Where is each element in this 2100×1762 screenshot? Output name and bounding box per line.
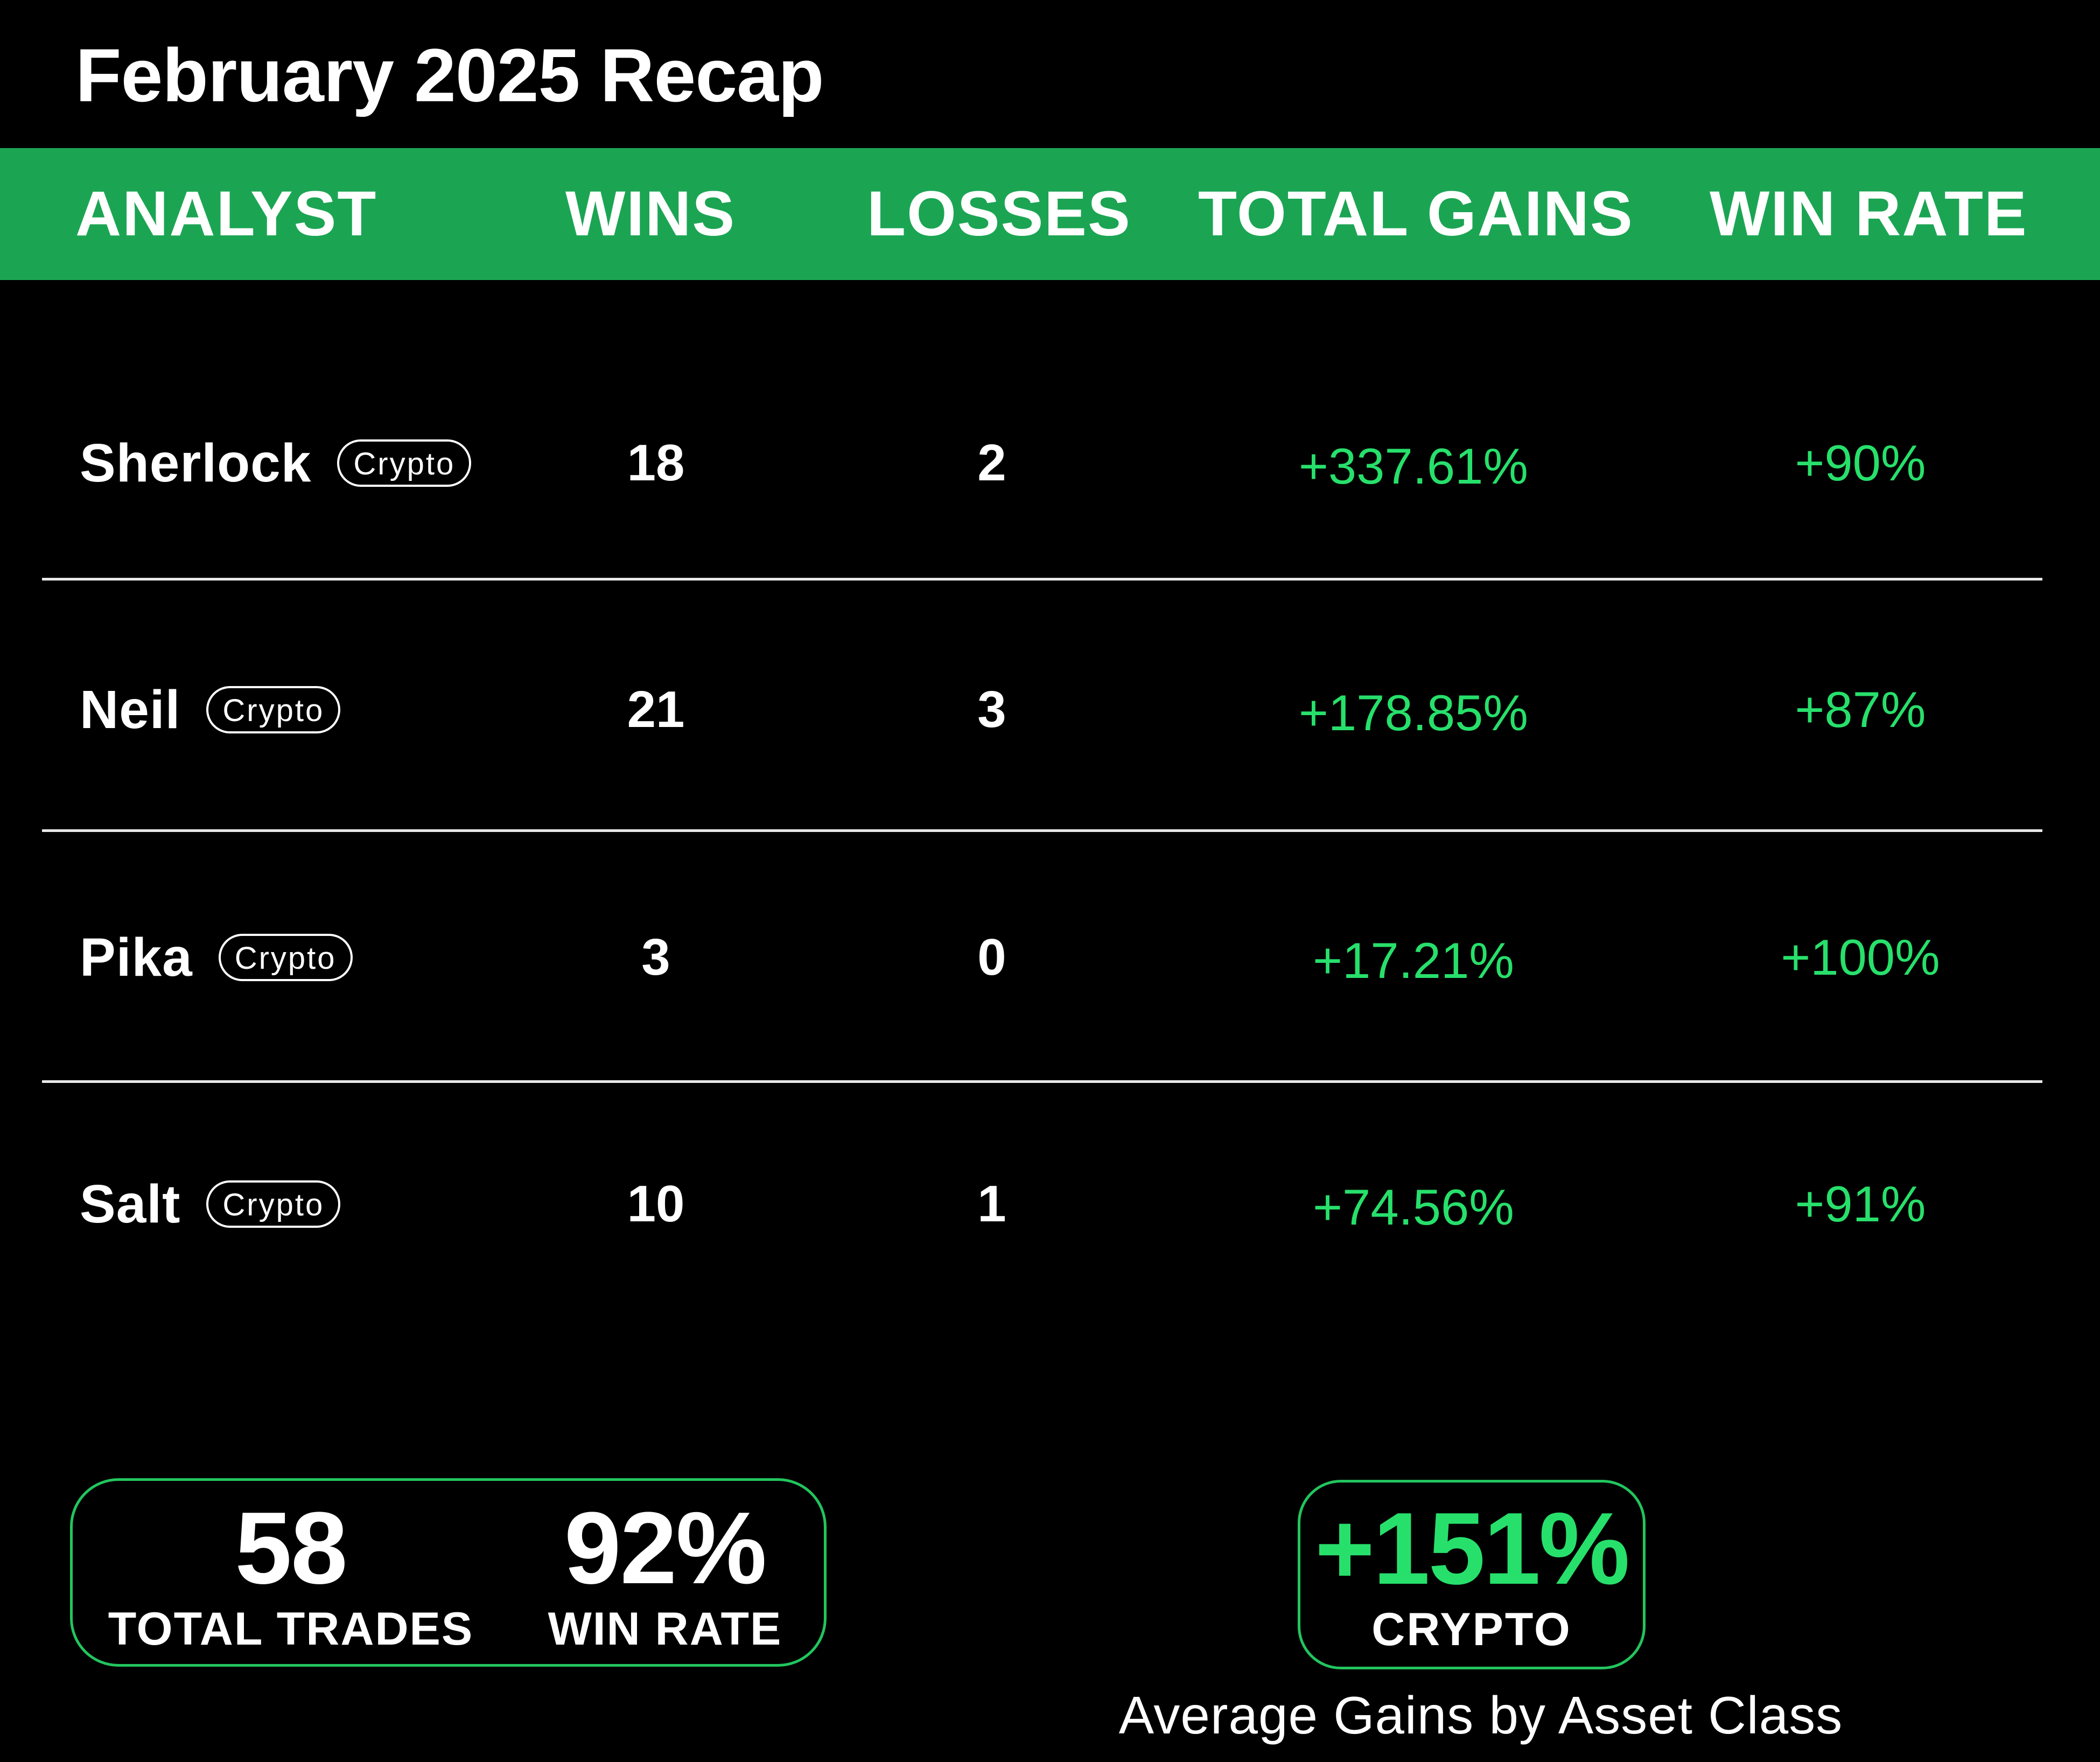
row-divider (42, 829, 2042, 832)
analyst-cell: Neil Crypto (80, 656, 341, 764)
analyst-cell: Sherlock Crypto (80, 409, 472, 517)
analyst-name: Pika (80, 927, 193, 988)
column-header-analyst: ANALYST (75, 178, 377, 249)
total-gains-value: +178.85% (1299, 684, 1528, 741)
total-trades-value: 58 (235, 1491, 347, 1605)
total-gains-value: +337.61% (1299, 438, 1528, 494)
asset-tag: Crypto (337, 439, 472, 487)
wins-value: 10 (627, 1175, 685, 1233)
losses-value: 3 (977, 681, 1006, 738)
column-header-losses: LOSSES (867, 178, 1131, 249)
asset-class-caption: Average Gains by Asset Class (1118, 1686, 1843, 1745)
column-header-total-gains: TOTAL GAINS (1198, 178, 1634, 249)
page-title: February 2025 Recap (75, 33, 824, 117)
asset-class-box: +151% CRYPTO (1298, 1480, 1646, 1669)
table-header: ANALYST WINS LOSSES TOTAL GAINS WIN RATE (0, 148, 2100, 280)
wins-value: 3 (641, 928, 670, 986)
asset-tag: Crypto (218, 934, 353, 981)
losses-value: 0 (977, 928, 1006, 986)
total-gains-value: +17.21% (1313, 932, 1514, 989)
row-divider (42, 578, 2042, 581)
asset-tag: Crypto (206, 1180, 341, 1228)
analyst-name: Sherlock (80, 433, 312, 493)
win-rate-value: +90% (1795, 435, 1926, 491)
losses-value: 2 (977, 434, 1006, 492)
total-trades-label: TOTAL TRADES (108, 1603, 474, 1655)
wins-value: 21 (627, 681, 685, 738)
overall-win-rate-stat: 92% WIN RATE (503, 1492, 827, 1653)
row-divider (42, 1080, 2042, 1083)
table-row: Sherlock Crypto 18 2 +337.61% +90% (0, 409, 2100, 517)
win-rate-value: +87% (1795, 681, 1926, 738)
table-row: Pika Crypto 3 0 +17.21% +100% (0, 904, 2100, 1011)
analyst-cell: Salt Crypto (80, 1150, 341, 1258)
analyst-name: Neil (80, 680, 181, 740)
column-header-win-rate: WIN RATE (1710, 178, 2028, 249)
overall-win-rate-value: 92% (564, 1491, 767, 1605)
asset-tag: Crypto (206, 686, 341, 733)
table-row: Salt Crypto 10 1 +74.56% +91% (0, 1150, 2100, 1258)
overall-win-rate-label: WIN RATE (548, 1603, 782, 1655)
summary-box: 58 TOTAL TRADES 92% WIN RATE (70, 1478, 827, 1667)
win-rate-value: +100% (1781, 929, 1940, 985)
crypto-average-gain: +151% (1315, 1492, 1630, 1606)
total-trades-stat: 58 TOTAL TRADES (102, 1492, 479, 1653)
column-header-wins: WINS (565, 178, 736, 249)
analyst-cell: Pika Crypto (80, 904, 353, 1011)
analyst-name: Salt (80, 1174, 181, 1234)
crypto-label: CRYPTO (1371, 1604, 1572, 1655)
total-gains-value: +74.56% (1313, 1179, 1514, 1235)
losses-value: 1 (977, 1175, 1006, 1233)
table-row: Neil Crypto 21 3 +178.85% +87% (0, 656, 2100, 764)
win-rate-value: +91% (1795, 1176, 1926, 1232)
wins-value: 18 (627, 434, 685, 492)
